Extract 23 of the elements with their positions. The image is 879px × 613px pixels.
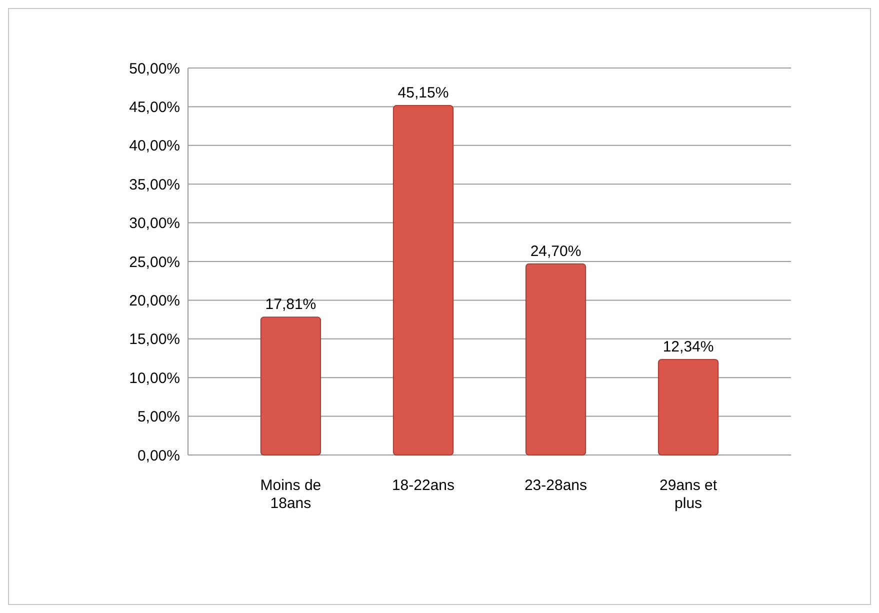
- y-tick-label: 40,00%: [129, 138, 180, 155]
- bar: [260, 316, 322, 456]
- y-tick-label: 25,00%: [129, 254, 180, 271]
- y-tick-label: 50,00%: [129, 60, 180, 78]
- y-tick-label: 35,00%: [129, 176, 180, 194]
- data-label: 45,15%: [398, 84, 449, 102]
- x-tick-label: Moins de 18ans: [260, 477, 322, 512]
- bar: [392, 105, 454, 456]
- data-label: 17,81%: [265, 296, 316, 314]
- y-tick-label: 0,00%: [137, 447, 180, 464]
- y-tick-label: 30,00%: [129, 215, 180, 232]
- data-label: 12,34%: [662, 338, 714, 356]
- y-tick-label: 45,00%: [129, 98, 180, 116]
- x-tick-label: 23-28ans: [524, 477, 588, 494]
- bar: [525, 263, 586, 456]
- x-tick-label: 18-22ans: [392, 477, 455, 494]
- data-label: 24,70%: [530, 242, 582, 260]
- y-tick-label: 10,00%: [129, 370, 180, 387]
- bar: [658, 358, 719, 456]
- y-tick-label: 20,00%: [129, 292, 180, 310]
- x-tick-label: 29ans et plus: [660, 477, 718, 512]
- y-tick-label: 5,00%: [137, 408, 180, 426]
- y-tick-label: 15,00%: [129, 331, 180, 348]
